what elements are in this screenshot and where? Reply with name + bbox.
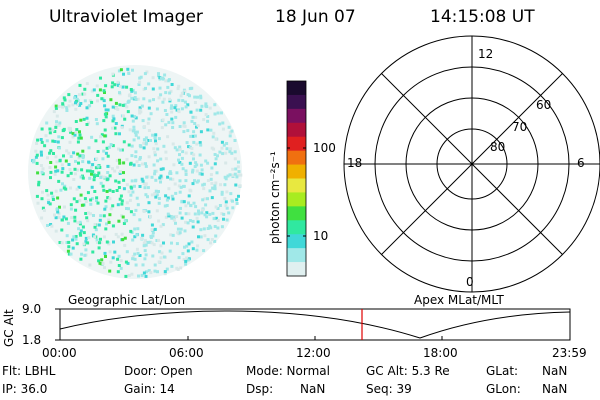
filter-readout: Flt: LBHL: [2, 364, 56, 378]
gc-alt-readout: GC Alt: 5.3 Re: [366, 364, 450, 378]
mlt-label-12: 12: [478, 47, 494, 61]
date-label: 18 Jun 07: [275, 7, 356, 27]
mlt-label-6: 6: [577, 156, 585, 170]
timeline-xtick-2359: 23:59: [552, 346, 587, 360]
timeline-xtick-0000: 00:00: [42, 346, 77, 360]
timeline-xtick-1200: 12:00: [296, 346, 331, 360]
dsp-label: Dsp:: [246, 382, 274, 396]
mlt-label-0: 0: [466, 275, 474, 289]
timeline-axis-title: GC Alt: [2, 309, 16, 347]
glat-value: NaN: [542, 364, 568, 378]
glon-label: GLon:: [486, 382, 521, 396]
time-label: 14:15:08 UT: [430, 7, 535, 27]
timeline-right-label: Apex MLat/MLT: [414, 293, 504, 307]
ip-readout: IP: 36.0: [2, 382, 48, 396]
colorbar-frame: [286, 80, 307, 277]
lat-label-70: 70: [512, 120, 528, 134]
polar-grid: [343, 35, 600, 293]
uv-image-disc: [28, 65, 243, 279]
mode-readout: Mode: Normal: [246, 364, 330, 378]
dsp-value: NaN: [300, 382, 326, 396]
colorbar: [287, 81, 306, 277]
colorbar-unit-label: photon cm⁻²s⁻¹: [268, 151, 282, 244]
lat-label-60: 60: [536, 98, 552, 112]
seq-readout: Seq: 39: [366, 382, 412, 396]
timeline-xtick-0600: 06:00: [169, 346, 204, 360]
timeline-ytick-high: 9.0: [22, 302, 42, 316]
app-title: Ultraviolet Imager: [49, 7, 203, 27]
gain-readout: Gain: 14: [124, 382, 175, 396]
glat-label: GLat:: [486, 364, 519, 378]
colorbar-tick-10: 10: [313, 229, 329, 243]
colorbar-tick-100: 100: [313, 141, 336, 155]
glon-value: NaN: [542, 382, 568, 396]
lat-label-80: 80: [490, 140, 506, 154]
timeline-xtick-1800: 18:00: [423, 346, 458, 360]
timeline-ytick-low: 1.8: [22, 333, 42, 347]
timeline-left-label: Geographic Lat/Lon: [68, 293, 186, 307]
altitude-timeline: [55, 308, 571, 341]
door-readout: Door: Open: [124, 364, 193, 378]
mlt-label-18: 18: [347, 156, 363, 170]
